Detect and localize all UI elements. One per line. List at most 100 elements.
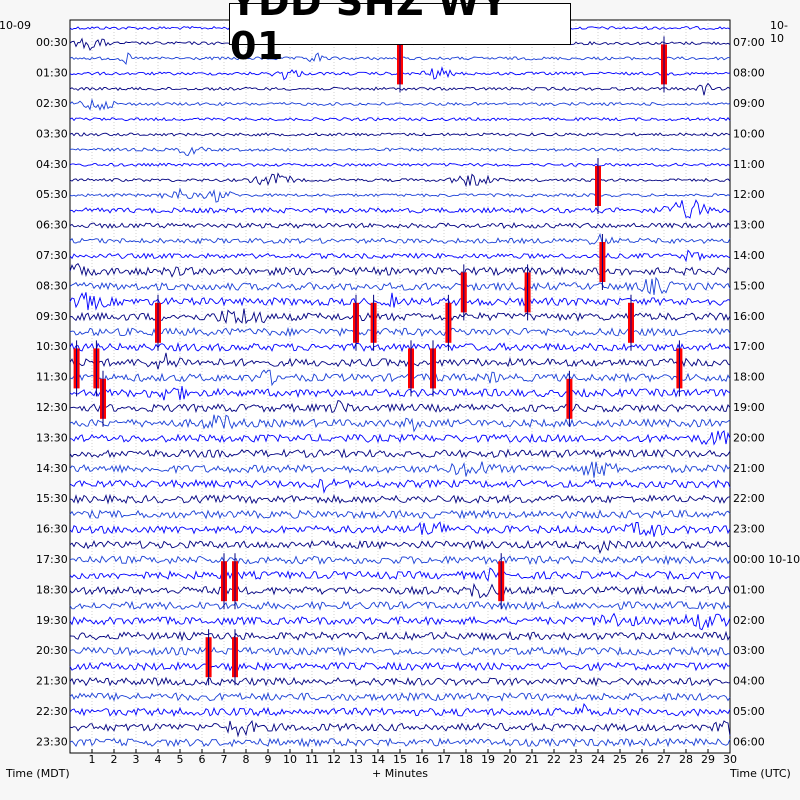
right-tick-label: 16:00 bbox=[733, 310, 765, 323]
x-axis-left-caption: Time (MDT) bbox=[6, 767, 70, 780]
left-tick-label: 13:30 bbox=[36, 431, 68, 444]
right-tick-label: 08:00 bbox=[733, 67, 765, 80]
trace-row bbox=[69, 308, 731, 325]
right-tick-label: 15:00 bbox=[733, 279, 765, 292]
trace-row bbox=[69, 539, 731, 555]
x-tick-label: 12 bbox=[327, 753, 341, 766]
trace-row bbox=[69, 132, 731, 137]
minute-grid bbox=[91, 20, 709, 753]
x-tick-label: 7 bbox=[221, 753, 228, 766]
x-tick-label: 2 bbox=[111, 753, 118, 766]
chart-title: YDD SHZ WY 01 bbox=[229, 0, 571, 68]
trace-row bbox=[69, 369, 731, 387]
trace-row bbox=[69, 276, 731, 296]
left-tick-label: 07:30 bbox=[36, 249, 68, 262]
left-tick-label: 19:30 bbox=[36, 614, 68, 627]
right-tick-label: 18:00 bbox=[733, 371, 765, 384]
trace-row bbox=[69, 292, 731, 311]
trace-row bbox=[69, 521, 731, 537]
x-tick-label: 13 bbox=[349, 753, 363, 766]
left-tick-label: 05:30 bbox=[36, 188, 68, 201]
x-tick-label: 4 bbox=[155, 753, 162, 766]
left-tick-label: 20:30 bbox=[36, 644, 68, 657]
left-tick-label: 22:30 bbox=[36, 705, 68, 718]
x-tick-label: 28 bbox=[679, 753, 693, 766]
trace-row bbox=[69, 646, 731, 657]
right-tick-label: 02:00 bbox=[733, 614, 765, 627]
x-tick-label: 20 bbox=[503, 753, 517, 766]
left-tick-label: 12:30 bbox=[36, 401, 68, 414]
left-tick-label: 00:30 bbox=[36, 36, 68, 49]
x-tick-label: 1 bbox=[89, 753, 96, 766]
trace-row bbox=[69, 567, 731, 583]
x-tick-label: 27 bbox=[657, 753, 671, 766]
left-tick-label: 02:30 bbox=[36, 97, 68, 110]
x-tick-label: 6 bbox=[199, 753, 206, 766]
right-tick-label: 23:00 bbox=[733, 523, 765, 536]
left-tick-label: 06:30 bbox=[36, 219, 68, 232]
right-tick-label: 10:00 bbox=[733, 127, 765, 140]
trace-row bbox=[69, 352, 731, 370]
x-tick-label: 14 bbox=[371, 753, 385, 766]
right-tick-label: 07:00 bbox=[733, 36, 765, 49]
x-tick-label: 16 bbox=[415, 753, 429, 766]
x-axis-right-caption: Time (UTC) bbox=[730, 767, 791, 780]
left-tick-label: 17:30 bbox=[36, 553, 68, 566]
x-tick-label: 3 bbox=[133, 753, 140, 766]
right-tick-label: 05:00 bbox=[733, 705, 765, 718]
right-tick-label: 19:00 bbox=[733, 401, 765, 414]
trace-row bbox=[69, 341, 731, 353]
clipped-events bbox=[73, 36, 683, 686]
right-tick-label: 03:00 bbox=[733, 644, 765, 657]
left-tick-label: 10:30 bbox=[36, 340, 68, 353]
left-tick-label: 21:30 bbox=[36, 675, 68, 688]
right-tick-label: 09:00 bbox=[733, 97, 765, 110]
left-time-ticks: 00:30 01:30 02:30 03:30 04:30 05:30 06:30 07:30… bbox=[36, 36, 68, 748]
left-tick-label: 16:30 bbox=[36, 523, 68, 536]
trace-row bbox=[69, 702, 731, 717]
trace-row bbox=[69, 162, 731, 167]
right-tick-label: 00:00 10-10 bbox=[733, 553, 800, 566]
x-tick-label: 26 bbox=[635, 753, 649, 766]
trace-row bbox=[69, 554, 731, 566]
trace-row bbox=[69, 222, 731, 229]
left-date-label: 10-09 bbox=[0, 19, 31, 32]
trace-row bbox=[69, 326, 731, 338]
x-tick-label: 18 bbox=[459, 753, 473, 766]
trace-row bbox=[69, 477, 731, 494]
left-tick-label: 18:30 bbox=[36, 583, 68, 596]
trace-row bbox=[69, 461, 731, 478]
trace-row bbox=[69, 509, 731, 520]
x-tick-label: 17 bbox=[437, 753, 451, 766]
trace-row bbox=[69, 386, 731, 401]
trace-row bbox=[69, 661, 731, 672]
left-tick-label: 23:30 bbox=[36, 735, 68, 748]
right-time-ticks: 07:00 08:00 09:00 10:00 11:00 12:00 13:00 14:00… bbox=[733, 36, 800, 748]
trace-row bbox=[69, 676, 730, 687]
trace-row bbox=[69, 414, 731, 433]
trace-row bbox=[69, 737, 731, 748]
x-tick-label: 15 bbox=[393, 753, 407, 766]
trace-row bbox=[69, 172, 731, 188]
left-tick-label: 15:30 bbox=[36, 492, 68, 505]
trace-row bbox=[69, 400, 731, 414]
x-tick-label: 10 bbox=[283, 753, 297, 766]
trace-row bbox=[69, 582, 731, 599]
right-tick-label: 20:00 bbox=[733, 431, 765, 444]
x-tick-label: 8 bbox=[243, 753, 250, 766]
x-tick-label: 30 bbox=[723, 753, 737, 766]
trace-row bbox=[69, 199, 731, 219]
trace-row bbox=[69, 448, 731, 459]
right-tick-label: 14:00 bbox=[733, 249, 765, 262]
trace-row bbox=[69, 249, 731, 263]
x-tick-label: 25 bbox=[613, 753, 627, 766]
left-tick-label: 04:30 bbox=[36, 158, 68, 171]
right-tick-label: 06:00 bbox=[733, 735, 765, 748]
right-tick-label: 22:00 bbox=[733, 492, 765, 505]
left-tick-label: 01:30 bbox=[36, 67, 68, 80]
x-tick-label: 21 bbox=[525, 753, 539, 766]
x-tick-label: 24 bbox=[591, 753, 605, 766]
trace-row bbox=[69, 720, 731, 738]
